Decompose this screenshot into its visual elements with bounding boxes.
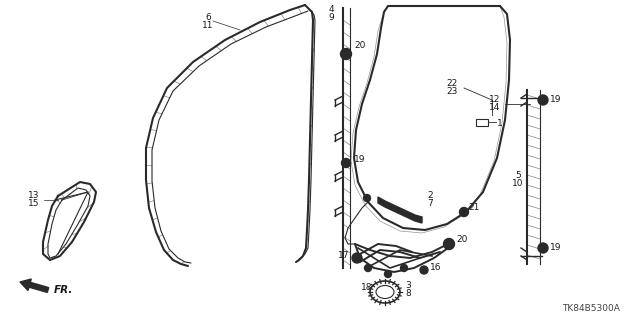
Text: 23: 23 <box>446 86 458 95</box>
Text: 1: 1 <box>497 119 503 129</box>
Text: 9: 9 <box>328 12 334 21</box>
Circle shape <box>538 243 548 253</box>
Text: 8: 8 <box>405 289 411 298</box>
Text: 11: 11 <box>202 20 214 29</box>
Text: 19: 19 <box>355 156 365 164</box>
Circle shape <box>365 265 371 271</box>
Text: 21: 21 <box>468 204 480 212</box>
FancyArrow shape <box>20 279 49 292</box>
Text: 20: 20 <box>355 42 365 51</box>
Circle shape <box>340 49 351 60</box>
Circle shape <box>401 265 408 271</box>
Text: 5: 5 <box>515 171 521 180</box>
Text: 10: 10 <box>512 179 524 188</box>
Ellipse shape <box>376 285 394 299</box>
Circle shape <box>385 270 392 277</box>
Polygon shape <box>378 197 422 223</box>
Text: 19: 19 <box>550 243 562 252</box>
Text: 3: 3 <box>405 282 411 291</box>
Text: 14: 14 <box>490 103 500 113</box>
Text: 6: 6 <box>205 13 211 22</box>
Text: 4: 4 <box>328 5 334 14</box>
Text: TK84B5300A: TK84B5300A <box>562 304 620 313</box>
Text: 22: 22 <box>446 79 458 89</box>
Text: 13: 13 <box>28 191 40 201</box>
Circle shape <box>352 253 362 263</box>
Text: 18: 18 <box>361 284 372 292</box>
Circle shape <box>444 238 454 250</box>
Text: 12: 12 <box>490 95 500 105</box>
Text: 19: 19 <box>550 94 562 103</box>
Ellipse shape <box>370 281 400 303</box>
Text: 15: 15 <box>28 199 40 209</box>
Circle shape <box>342 158 351 167</box>
Circle shape <box>460 207 468 217</box>
Circle shape <box>364 195 371 202</box>
Circle shape <box>420 266 428 274</box>
Text: FR.: FR. <box>54 285 74 295</box>
Text: 20: 20 <box>456 236 468 244</box>
Text: 16: 16 <box>430 263 442 273</box>
Text: 17: 17 <box>339 252 349 260</box>
Text: 2: 2 <box>427 191 433 201</box>
Circle shape <box>538 95 548 105</box>
Bar <box>476 119 488 126</box>
Text: 7: 7 <box>427 199 433 209</box>
